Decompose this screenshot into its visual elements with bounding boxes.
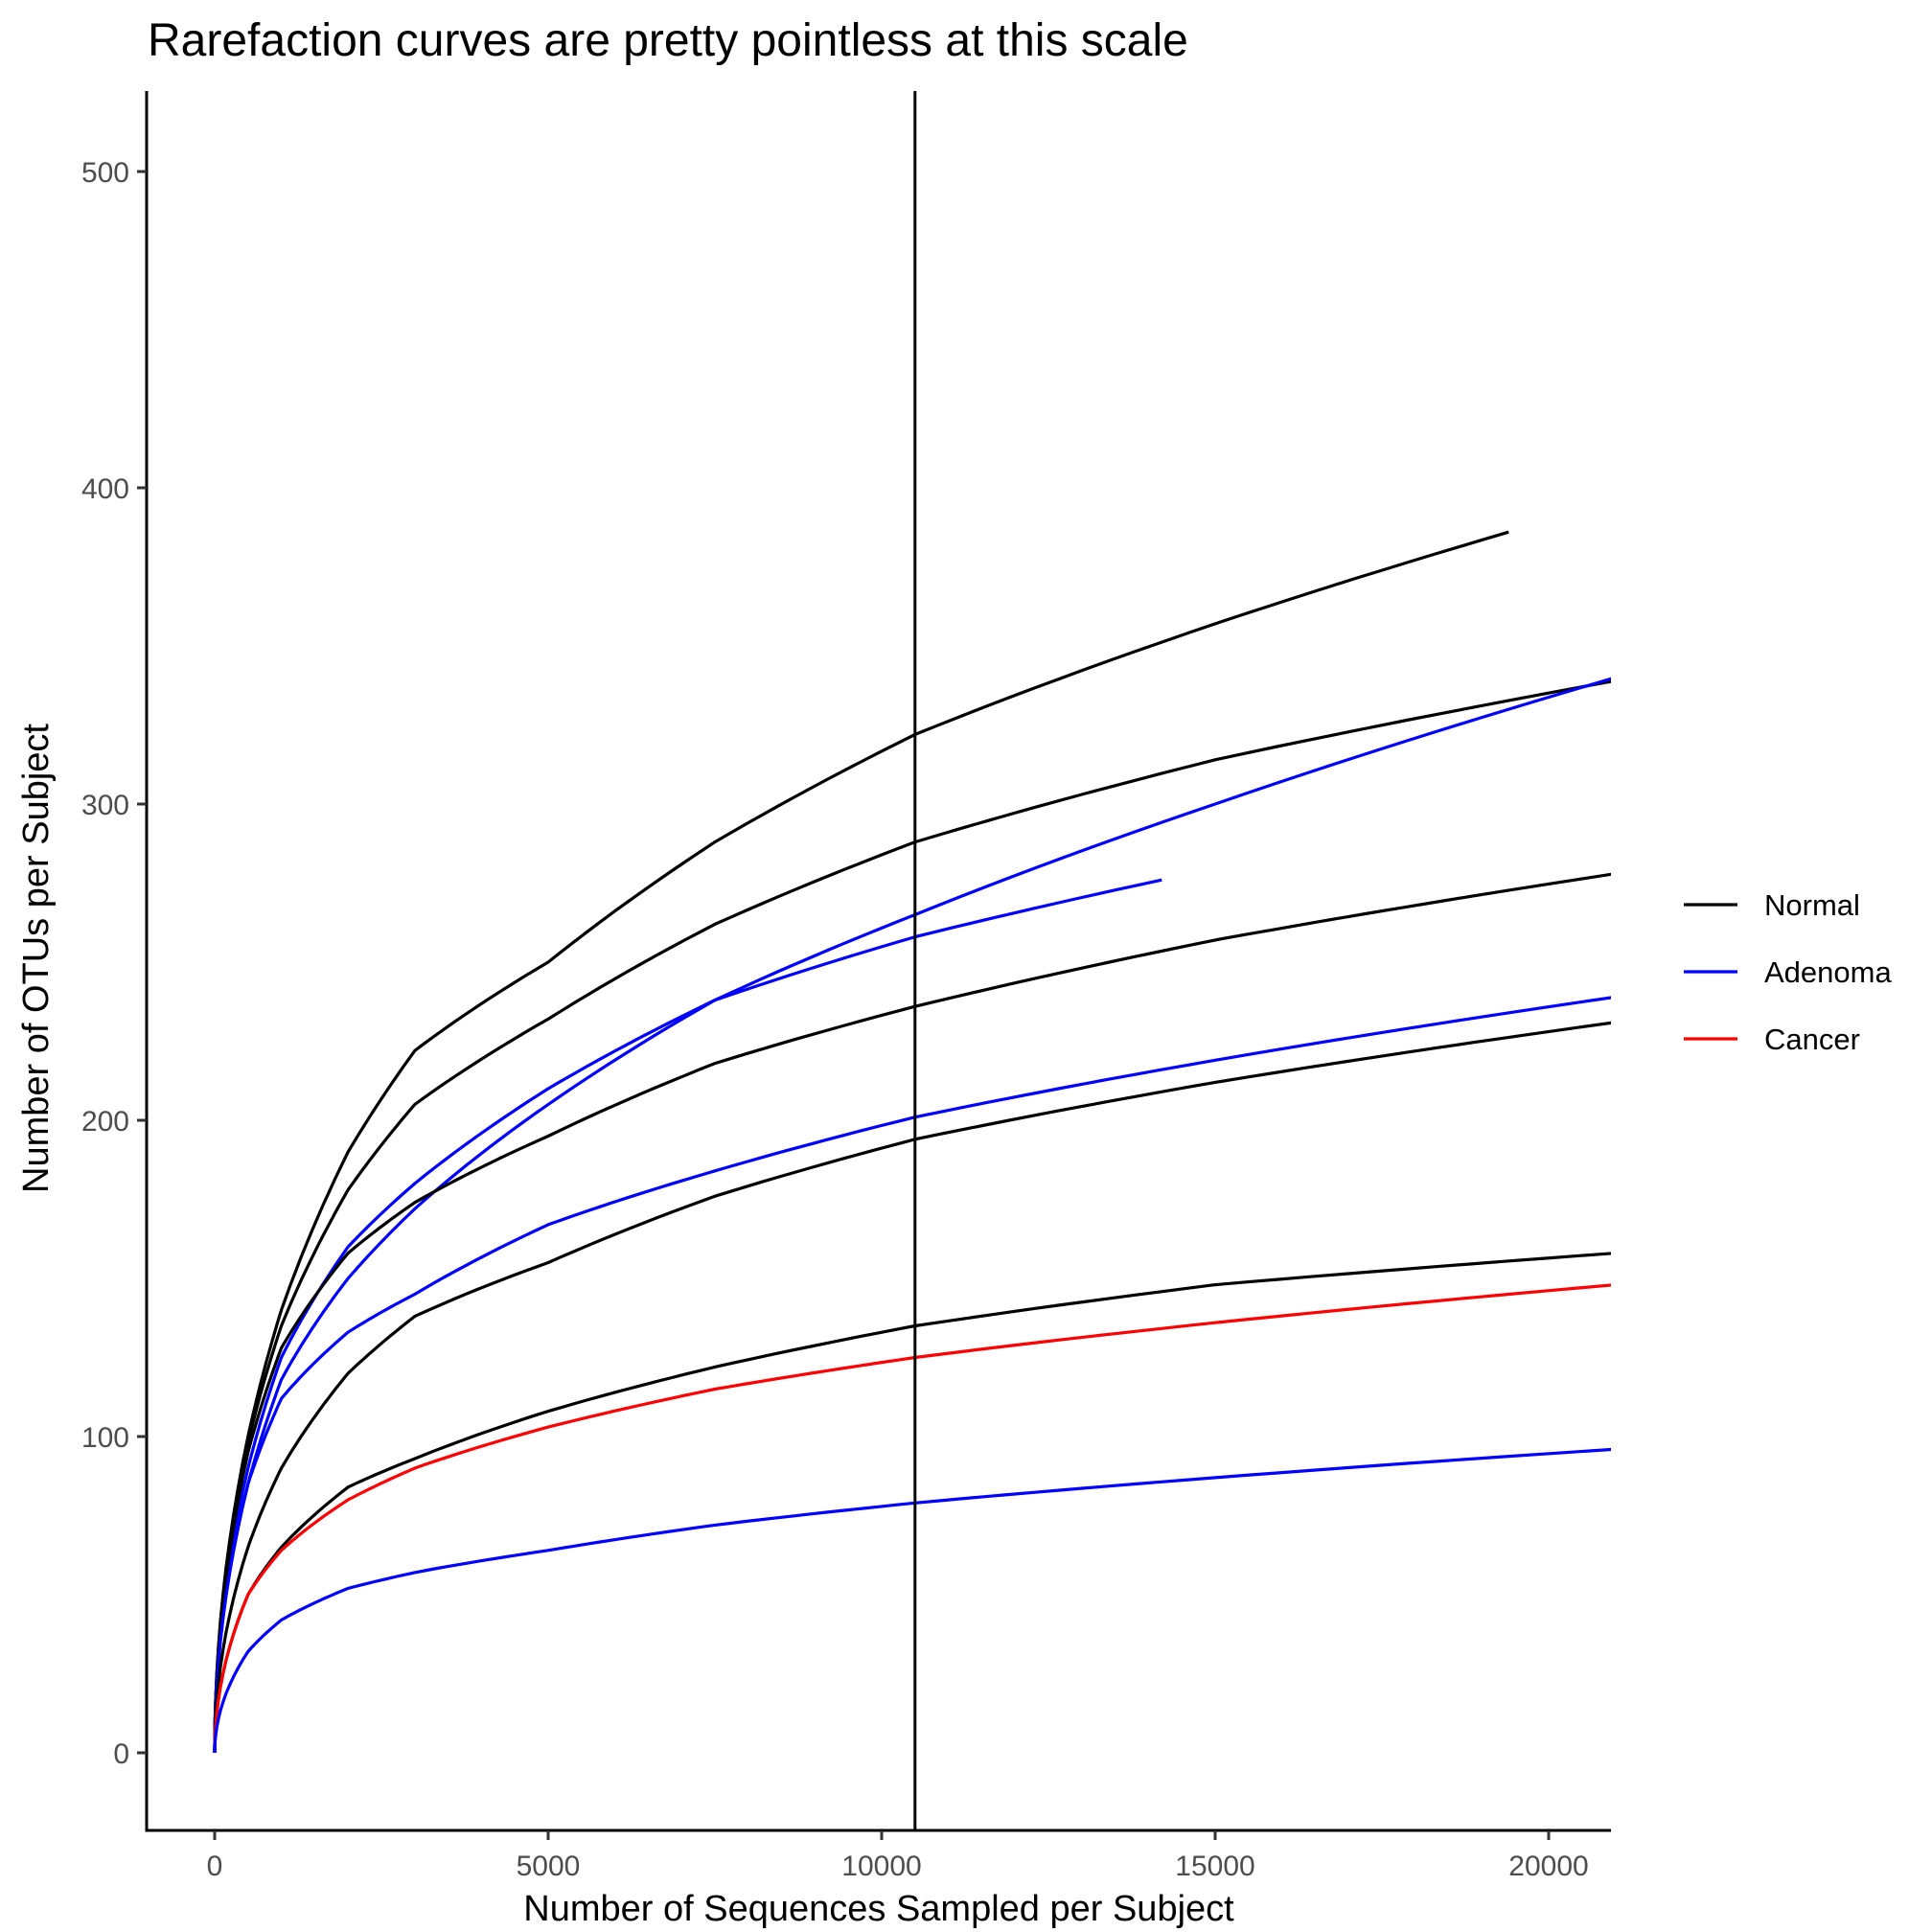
- y-tick-label: 300: [81, 790, 129, 821]
- curve-adenoma: [213, 1447, 1611, 1754]
- y-tick-label: 100: [81, 1422, 129, 1454]
- plot-area: [213, 91, 1611, 1830]
- y-tick-label: 0: [113, 1738, 129, 1770]
- x-tick-label: 0: [207, 1851, 223, 1882]
- y-axis-title: Number of OTUs per Subject: [16, 724, 57, 1193]
- legend-label-adenoma: Adenoma: [1764, 955, 1892, 989]
- curve-normal: [213, 872, 1611, 1754]
- curve-cancer: [213, 1283, 1611, 1754]
- legend: Normal Adenoma Cancer: [1684, 888, 1892, 1056]
- chart-title: Rarefaction curves are pretty pointless …: [148, 15, 1188, 66]
- x-tick-label: 15000: [1175, 1851, 1254, 1882]
- curve-normal: [213, 1021, 1611, 1754]
- x-tick-label: 20000: [1508, 1851, 1588, 1882]
- x-axis-title: Number of Sequences Sampled per Subject: [523, 1889, 1234, 1929]
- legend-label-normal: Normal: [1764, 888, 1860, 922]
- curve-adenoma: [213, 677, 1611, 1754]
- y-tick-label: 500: [81, 157, 129, 189]
- curve-adenoma: [213, 878, 1162, 1754]
- curve-normal: [213, 530, 1509, 1754]
- x-tick-label: 5000: [517, 1851, 581, 1882]
- curve-normal: [213, 679, 1611, 1754]
- curve-adenoma: [213, 996, 1611, 1754]
- legend-label-cancer: Cancer: [1764, 1023, 1860, 1056]
- y-tick-label: 400: [81, 473, 129, 505]
- y-tick-label: 200: [81, 1106, 129, 1138]
- x-tick-label: 10000: [841, 1851, 921, 1882]
